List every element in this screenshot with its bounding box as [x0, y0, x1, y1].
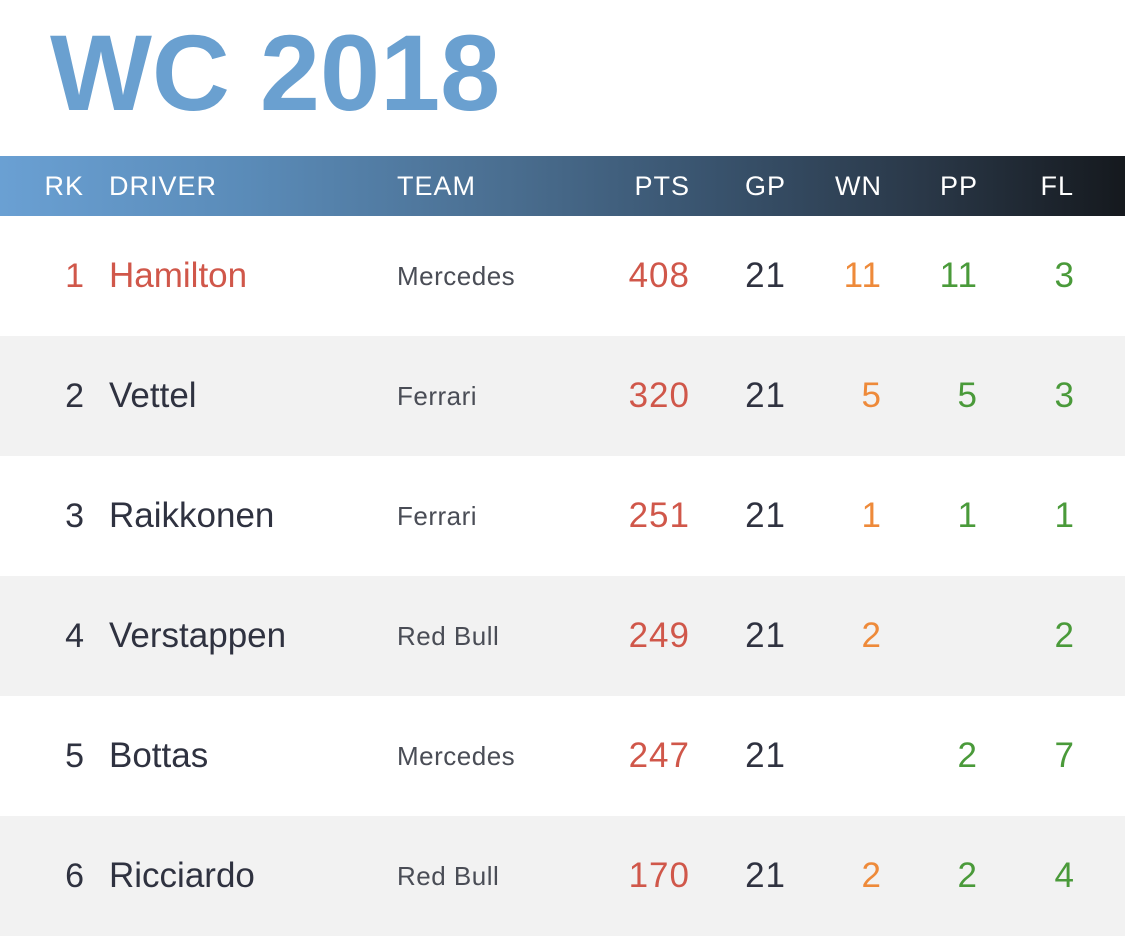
team-cell: Ferrari: [397, 380, 478, 411]
column-header-points[interactable]: PTS: [634, 170, 690, 201]
points-cell: 170: [628, 856, 690, 895]
pole-positions-cell: 2: [957, 736, 978, 775]
fastest-laps-cell: 2: [1054, 616, 1074, 655]
column-header-team[interactable]: TEAM: [397, 170, 477, 201]
rank-cell: 2: [65, 376, 84, 415]
pole-positions-cell: 11: [939, 256, 978, 295]
team-cell: Mercedes: [397, 740, 516, 771]
rank-cell: 6: [65, 856, 84, 895]
driver-cell: Bottas: [109, 736, 209, 775]
driver-cell: Verstappen: [109, 616, 287, 655]
column-header-rank[interactable]: RK: [44, 170, 84, 201]
wins-cell: 11: [843, 256, 882, 295]
fastest-laps-cell: 3: [1054, 376, 1074, 415]
standings-table-header: RK DRIVER TEAM PTS GP WN PP FL: [0, 156, 1125, 216]
fastest-laps-cell: 7: [1054, 736, 1074, 775]
table-row[interactable]: 5 Bottas Mercedes 247 21 2 7: [0, 696, 1125, 816]
fastest-laps-cell: 4: [1054, 856, 1074, 895]
grand-prix-cell: 21: [745, 496, 786, 535]
pole-positions-cell: 2: [957, 856, 978, 895]
column-header-grand-prix[interactable]: GP: [744, 170, 786, 201]
team-cell: Red Bull: [397, 860, 500, 891]
wins-cell: 2: [861, 856, 882, 895]
team-cell: Ferrari: [397, 500, 478, 531]
driver-cell: Vettel: [109, 376, 197, 415]
column-header-pole-positions[interactable]: PP: [939, 170, 978, 201]
column-header-wins[interactable]: WN: [835, 170, 882, 201]
wins-cell: 2: [861, 616, 882, 655]
points-cell: 408: [628, 256, 690, 295]
pole-positions-cell: [890, 576, 978, 696]
standings-table-body: 1 Hamilton Mercedes 408 21 11 11 3 2 Vet…: [0, 216, 1125, 936]
driver-cell: Ricciardo: [109, 856, 255, 895]
grand-prix-cell: 21: [745, 736, 786, 775]
grand-prix-cell: 21: [745, 856, 786, 895]
team-cell: Mercedes: [397, 260, 516, 291]
wins-cell: [790, 696, 882, 816]
fastest-laps-cell: 3: [1054, 256, 1074, 295]
table-row[interactable]: 1 Hamilton Mercedes 408 21 11 11 3: [0, 216, 1125, 336]
table-row[interactable]: 2 Vettel Ferrari 320 21 5 5 3: [0, 336, 1125, 456]
rank-cell: 5: [65, 736, 84, 775]
points-cell: 251: [628, 496, 690, 535]
table-row[interactable]: 6 Ricciardo Red Bull 170 21 2 2 4: [0, 816, 1125, 936]
pole-positions-cell: 1: [957, 496, 978, 535]
team-cell: Red Bull: [397, 620, 500, 651]
fastest-laps-cell: 1: [1054, 496, 1074, 535]
rank-cell: 3: [65, 496, 84, 535]
column-header-fastest-laps[interactable]: FL: [1040, 170, 1074, 201]
grand-prix-cell: 21: [745, 616, 786, 655]
table-row[interactable]: 3 Raikkonen Ferrari 251 21 1 1 1: [0, 456, 1125, 576]
points-cell: 249: [628, 616, 690, 655]
table-row[interactable]: 4 Verstappen Red Bull 249 21 2 2: [0, 576, 1125, 696]
column-header-driver[interactable]: DRIVER: [109, 170, 218, 201]
wins-cell: 5: [861, 376, 882, 415]
driver-cell: Raikkonen: [109, 496, 275, 535]
points-cell: 320: [628, 376, 690, 415]
pole-positions-cell: 5: [957, 376, 978, 415]
grand-prix-cell: 21: [745, 376, 786, 415]
rank-cell: 4: [65, 616, 84, 655]
page-title: WC 2018: [50, 12, 501, 133]
wins-cell: 1: [861, 496, 882, 535]
points-cell: 247: [628, 736, 690, 775]
grand-prix-cell: 21: [745, 256, 786, 295]
driver-cell: Hamilton: [109, 256, 248, 295]
rank-cell: 1: [65, 256, 84, 295]
